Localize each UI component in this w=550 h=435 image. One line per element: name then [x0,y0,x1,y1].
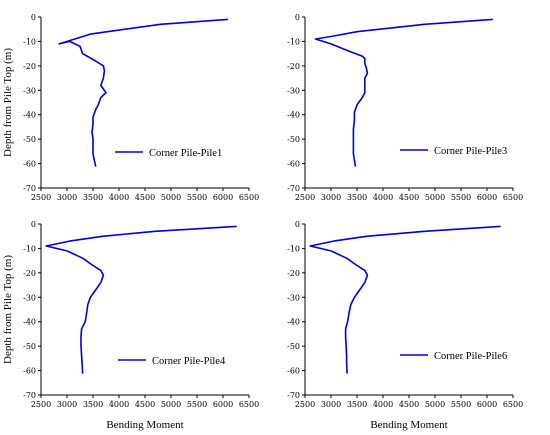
x-tick-label: 5500 [451,193,471,202]
x-tick-label: 5000 [425,400,445,409]
y-tick-label: -60 [287,367,300,376]
chart-panel-pile1: 2500 3000 3500 4000 4500 5000 5500 6000 6500 0 -10… [2,13,259,202]
y-tick-label: -40 [287,111,300,120]
y-tick-label: -50 [287,342,300,351]
chart-panel-pile3: 2500 3000 3500 4000 4500 5000 5500 6000 6500 0 -10… [287,13,523,202]
y-tick-label: -70 [287,391,300,400]
y-tick-label: -30 [23,86,36,95]
y-tick-label: -70 [23,184,36,193]
x-tick-label: 5000 [161,400,181,409]
x-tick-label: 5000 [161,193,181,202]
y-tick-label: -10 [287,37,300,46]
y-tick-label: -50 [23,342,36,351]
series-line [309,225,501,374]
y-tick-label: -40 [23,111,36,120]
y-tick-label: -60 [23,367,36,376]
y-tick-label: -60 [23,160,36,169]
y-tick-label: -70 [23,391,36,400]
x-tick-label: 3500 [347,193,367,202]
x-tick-label: 4500 [135,400,155,409]
y-tick-label: 0 [31,13,36,22]
series-line [314,18,494,167]
x-tick-label: 6500 [503,400,523,409]
y-tick-label: -30 [287,86,300,95]
x-tick-label: 6500 [239,400,259,409]
y-tick-label: -70 [287,184,300,193]
chart-panel-pile6: 2500 3000 3500 4000 4500 5000 5500 6000 6500 0 -10… [287,220,523,431]
x-tick-label: 6500 [239,193,259,202]
y-tick-label: -50 [23,135,36,144]
x-tick-label: 6500 [503,193,523,202]
x-tick-label: 4000 [373,193,393,202]
legend-label: Corner Pile-Pile6 [434,351,507,362]
x-tick-label: 2500 [31,400,51,409]
series-line [58,18,228,167]
x-tick-label: 5500 [451,400,471,409]
chart-panel-pile4: 2500 3000 3500 4000 4500 5000 5500 6000 6500 0 -10… [2,220,259,431]
x-tick-label: 3500 [83,400,103,409]
y-tick-label: -10 [287,244,300,253]
x-tick-label: 3500 [83,193,103,202]
x-tick-label: 2500 [295,193,315,202]
x-tick-label: 4000 [109,400,129,409]
x-tick-label: 3000 [321,193,341,202]
y-tick-label: 0 [295,13,300,22]
x-tick-label: 4500 [399,400,419,409]
x-tick-label: 2500 [295,400,315,409]
y-tick-label: -20 [23,62,36,71]
x-tick-label: 3000 [321,400,341,409]
x-tick-label: 6000 [213,193,233,202]
x-tick-label: 3000 [57,400,77,409]
y-tick-label: -20 [23,269,36,278]
y-axis-title: Depth from Pile Top (m) [2,255,14,364]
x-tick-label: 5500 [187,193,207,202]
x-tick-label: 4000 [373,400,393,409]
y-tick-label: -10 [23,244,36,253]
y-tick-label: -20 [287,269,300,278]
x-tick-label: 5500 [187,400,207,409]
y-tick-label: -20 [287,62,300,71]
y-tick-label: 0 [31,220,36,229]
x-tick-label: 6000 [477,400,497,409]
x-tick-label: 4500 [399,193,419,202]
x-axis-title: Bending Moment [370,419,447,431]
x-axis-title: Bending Moment [106,419,183,431]
legend-label: Corner Pile-Pile1 [149,148,222,159]
x-tick-label: 6000 [213,400,233,409]
x-tick-label: 4500 [135,193,155,202]
y-tick-label: -40 [287,318,300,327]
x-tick-label: 3500 [347,400,367,409]
y-tick-label: -30 [23,293,36,302]
y-tick-label: -40 [23,318,36,327]
y-tick-label: -50 [287,135,300,144]
x-tick-label: 6000 [477,193,497,202]
x-tick-label: 2500 [31,193,51,202]
y-tick-label: -30 [287,293,300,302]
x-tick-label: 3000 [57,193,77,202]
x-tick-label: 5000 [425,193,445,202]
series-line [45,225,237,374]
x-tick-label: 4000 [109,193,129,202]
legend-label: Corner Pile-Pile3 [434,146,507,157]
legend-label: Corner Pile-Pile4 [152,356,226,367]
y-tick-label: 0 [295,220,300,229]
y-tick-label: -10 [23,37,36,46]
y-tick-label: -60 [287,160,300,169]
y-axis-title: Depth from Pile Top (m) [2,48,14,157]
